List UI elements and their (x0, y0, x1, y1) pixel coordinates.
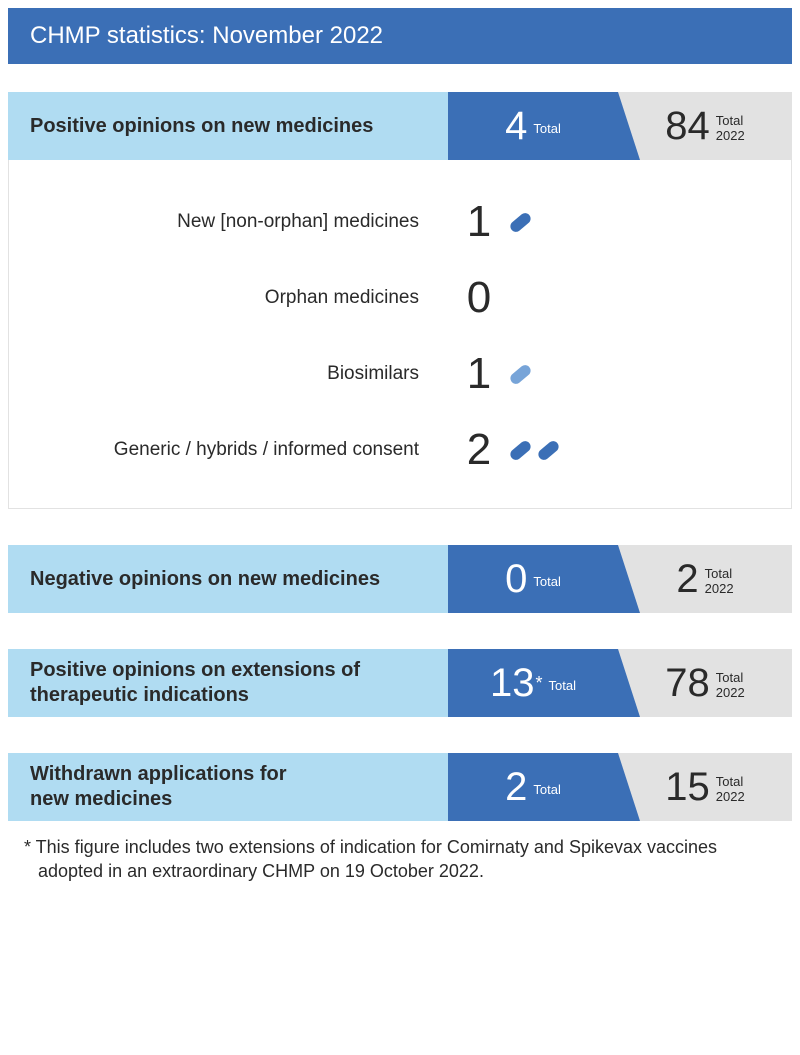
asterisk: * (536, 673, 543, 694)
stat-row: Withdrawn applications fornew medicines2… (8, 753, 792, 821)
month-value: 4 (505, 106, 527, 146)
stat-section: Withdrawn applications fornew medicines2… (8, 753, 792, 821)
pill-icon (508, 438, 533, 461)
stat-month-box: 0 Total (448, 545, 618, 613)
stat-label: Withdrawn applications fornew medicines (8, 753, 448, 821)
breakdown-label: New [non-orphan] medicines (9, 211, 449, 233)
stat-label: Positive opinions on new medicines (8, 92, 448, 160)
month-sublabel: Total (549, 679, 576, 694)
breakdown-row: Biosimilars1 (9, 336, 791, 412)
stat-section: Negative opinions on new medicines 0 Total… (8, 545, 792, 613)
pill-group (509, 445, 791, 456)
breakdown-panel: New [non-orphan] medicines1Orphan medici… (8, 160, 792, 509)
stat-row: Positive opinions on new medicines 4 Total… (8, 92, 792, 160)
month-sublabel: Total (533, 122, 560, 137)
pill-group (509, 217, 791, 228)
breakdown-value: 1 (449, 349, 509, 399)
month-value: 13 (490, 663, 535, 703)
stat-label: Positive opinions on extensions oftherap… (8, 649, 448, 717)
stat-month-box: 13* Total (448, 649, 618, 717)
stat-month-box: 4 Total (448, 92, 618, 160)
month-value: 0 (505, 559, 527, 599)
stat-label: Negative opinions on new medicines (8, 545, 448, 613)
month-sublabel: Total (533, 575, 560, 590)
stat-year-box: 15Total2022 (618, 753, 792, 821)
stat-year-box: 2Total2022 (618, 545, 792, 613)
footnote-text: * This figure includes two extensions of… (24, 835, 776, 884)
year-sublabel: Total2022 (716, 114, 745, 144)
breakdown-value: 2 (449, 425, 509, 475)
breakdown-value: 1 (449, 197, 509, 247)
stat-year-box: 78Total2022 (618, 649, 792, 717)
year-value: 78 (665, 663, 710, 703)
year-value: 15 (665, 767, 710, 807)
stat-section: Positive opinions on new medicines 4 Total… (8, 92, 792, 509)
year-sublabel: Total2022 (705, 567, 734, 597)
pill-icon (508, 210, 533, 233)
breakdown-label: Biosimilars (9, 363, 449, 385)
breakdown-label: Orphan medicines (9, 287, 449, 309)
pill-icon (508, 362, 533, 385)
page-title: CHMP statistics: November 2022 (8, 8, 792, 64)
stat-year-box: 84Total2022 (618, 92, 792, 160)
stat-row: Negative opinions on new medicines 0 Total… (8, 545, 792, 613)
year-sublabel: Total2022 (716, 775, 745, 805)
stat-section: Positive opinions on extensions oftherap… (8, 649, 792, 717)
stat-month-box: 2 Total (448, 753, 618, 821)
year-value: 2 (676, 559, 698, 599)
breakdown-value: 0 (449, 273, 509, 323)
year-sublabel: Total2022 (716, 671, 745, 701)
pill-icon (536, 438, 561, 461)
breakdown-row: Orphan medicines0 (9, 260, 791, 336)
breakdown-row: New [non-orphan] medicines1 (9, 184, 791, 260)
year-value: 84 (665, 106, 710, 146)
breakdown-label: Generic / hybrids / informed consent (9, 439, 449, 461)
stat-row: Positive opinions on extensions oftherap… (8, 649, 792, 717)
month-value: 2 (505, 767, 527, 807)
month-sublabel: Total (533, 783, 560, 798)
breakdown-row: Generic / hybrids / informed consent2 (9, 412, 791, 488)
pill-group (509, 369, 791, 380)
